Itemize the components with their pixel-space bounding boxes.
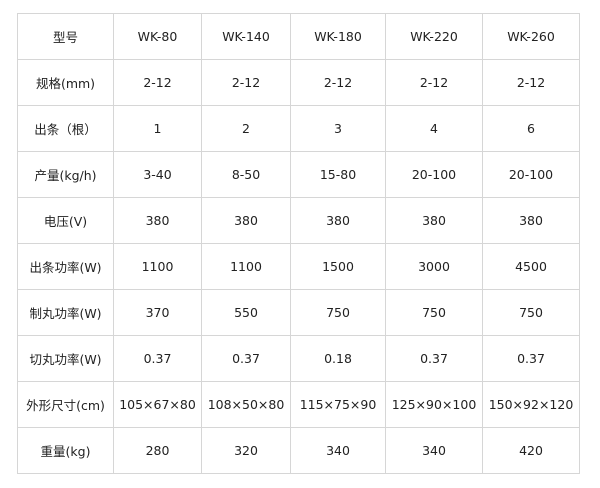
table-cell: 1500 — [290, 243, 386, 290]
spec-table: 型号 WK-80 WK-140 WK-180 WK-220 WK-260 规格(mm) 2-1… — [17, 13, 580, 474]
row-label-cell: 外形尺寸(cm) — [17, 381, 114, 428]
table-cell: 280 — [113, 427, 202, 474]
header-row: 型号 WK-80 WK-140 WK-180 WK-220 WK-260 — [17, 13, 580, 60]
row-label-cell: 电压(V) — [17, 197, 114, 244]
table-cell: 4 — [385, 105, 483, 152]
table-cell: 2-12 — [290, 59, 386, 106]
table-row: 电压(V) 380 380 380 380 380 — [17, 197, 580, 244]
table-cell: 2-12 — [201, 59, 291, 106]
table-cell: 380 — [385, 197, 483, 244]
table-row: 重量(kg) 280 320 340 340 420 — [17, 427, 580, 474]
table-cell: 550 — [201, 289, 291, 336]
table-cell: WK-140 — [201, 13, 291, 60]
table-cell: 370 — [113, 289, 202, 336]
table-cell: 115×75×90 — [290, 381, 386, 428]
table-cell: WK-180 — [290, 13, 386, 60]
table-cell: 2-12 — [385, 59, 483, 106]
table-cell: 0.37 — [113, 335, 202, 382]
table-cell: 3-40 — [113, 151, 202, 198]
table-cell: 380 — [201, 197, 291, 244]
row-label-cell: 出条功率(W) — [17, 243, 114, 290]
row-label-cell: 切丸功率(W) — [17, 335, 114, 382]
table-cell: 8-50 — [201, 151, 291, 198]
table-cell: 125×90×100 — [385, 381, 483, 428]
table-cell: 20-100 — [385, 151, 483, 198]
table-cell: WK-220 — [385, 13, 483, 60]
table-cell: 380 — [113, 197, 202, 244]
table-row: 外形尺寸(cm) 105×67×80 108×50×80 115×75×90 125×9… — [17, 381, 580, 428]
table-cell: WK-80 — [113, 13, 202, 60]
table-cell: WK-260 — [482, 13, 580, 60]
table-cell: 4500 — [482, 243, 580, 290]
table-cell: 105×67×80 — [113, 381, 202, 428]
table-cell: 750 — [482, 289, 580, 336]
table-row: 规格(mm) 2-12 2-12 2-12 2-12 2-12 — [17, 59, 580, 106]
table-cell: 0.18 — [290, 335, 386, 382]
table-cell: 380 — [482, 197, 580, 244]
table-cell: 340 — [385, 427, 483, 474]
table-cell: 3 — [290, 105, 386, 152]
row-label-cell: 出条（根） — [17, 105, 114, 152]
row-label-cell: 制丸功率(W) — [17, 289, 114, 336]
table-cell: 6 — [482, 105, 580, 152]
row-label-cell: 产量(kg/h) — [17, 151, 114, 198]
table-cell: 2-12 — [482, 59, 580, 106]
table-row: 切丸功率(W) 0.37 0.37 0.18 0.37 0.37 — [17, 335, 580, 382]
table-cell: 1100 — [201, 243, 291, 290]
row-label-cell: 重量(kg) — [17, 427, 114, 474]
table-cell: 3000 — [385, 243, 483, 290]
table-cell: 0.37 — [385, 335, 483, 382]
table-cell: 1100 — [113, 243, 202, 290]
table-cell: 320 — [201, 427, 291, 474]
table-cell: 0.37 — [201, 335, 291, 382]
table-cell: 420 — [482, 427, 580, 474]
table-cell: 15-80 — [290, 151, 386, 198]
table-cell: 108×50×80 — [201, 381, 291, 428]
table-cell: 750 — [385, 289, 483, 336]
row-label-cell: 型号 — [17, 13, 114, 60]
row-label-cell: 规格(mm) — [17, 59, 114, 106]
table-cell: 150×92×120 — [482, 381, 580, 428]
table-cell: 20-100 — [482, 151, 580, 198]
table-cell: 340 — [290, 427, 386, 474]
table-cell: 1 — [113, 105, 202, 152]
table-cell: 380 — [290, 197, 386, 244]
table-cell: 0.37 — [482, 335, 580, 382]
table-cell: 750 — [290, 289, 386, 336]
table-row: 出条功率(W) 1100 1100 1500 3000 4500 — [17, 243, 580, 290]
table-row: 制丸功率(W) 370 550 750 750 750 — [17, 289, 580, 336]
table-cell: 2-12 — [113, 59, 202, 106]
table-cell: 2 — [201, 105, 291, 152]
table-row: 产量(kg/h) 3-40 8-50 15-80 20-100 20-100 — [17, 151, 580, 198]
table-row: 出条（根） 1 2 3 4 6 — [17, 105, 580, 152]
